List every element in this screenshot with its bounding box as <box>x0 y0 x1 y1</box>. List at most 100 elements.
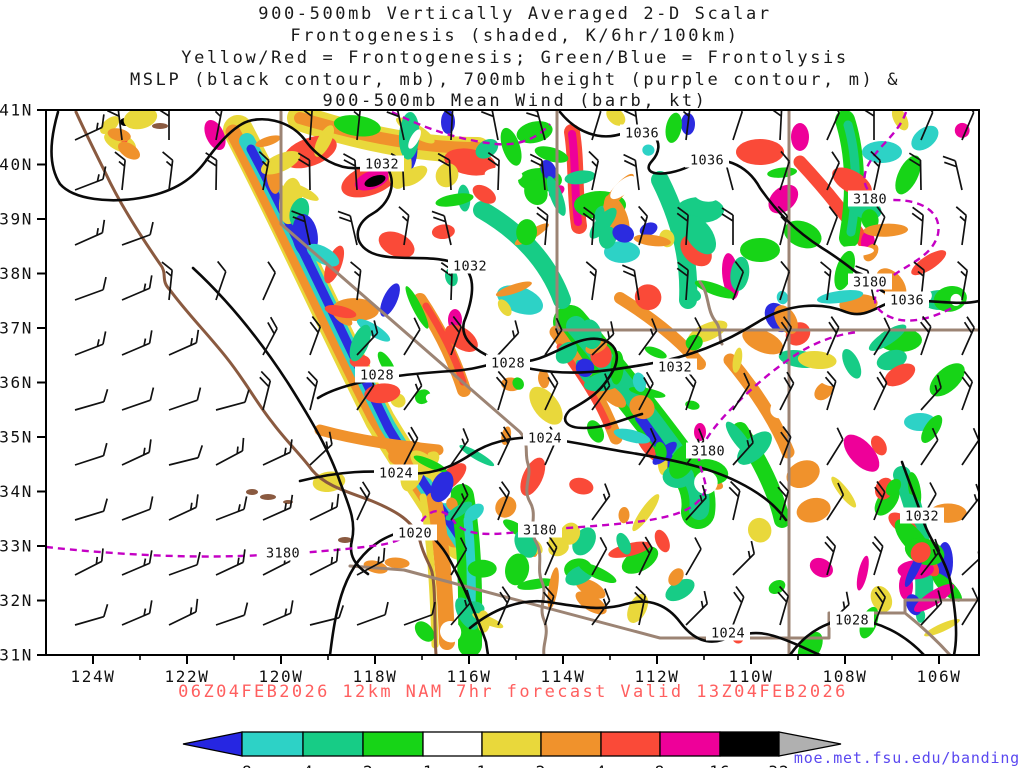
shade-blob <box>540 159 557 180</box>
wind-barb <box>732 372 751 411</box>
mslp-contour <box>50 110 979 374</box>
wind-barb <box>437 152 452 191</box>
lat-label: 32N <box>0 591 33 610</box>
shade-blob <box>435 163 459 188</box>
shade-blob <box>856 555 869 591</box>
shade-blob <box>529 386 563 425</box>
wind-barb <box>74 603 109 626</box>
shade-blob <box>954 122 970 138</box>
mslp-label: 1028 <box>835 613 869 629</box>
wind-barb <box>777 585 790 626</box>
wind-barb <box>262 600 294 626</box>
shade-blob <box>500 127 522 166</box>
shade-blob <box>564 170 596 185</box>
mslp-contour <box>468 599 822 655</box>
wind-barb <box>168 598 199 626</box>
shade-blob <box>560 522 581 545</box>
wind-barb <box>258 150 270 191</box>
mslp-label-box <box>900 507 944 524</box>
mslp-label-box <box>393 524 437 541</box>
shade-blob <box>914 583 955 612</box>
wind-barb <box>121 221 154 246</box>
plot-title-line4: MSLP (black contour, mb), 700mb height (… <box>130 70 900 90</box>
shade-blob <box>656 632 674 648</box>
shade-blob <box>665 112 682 143</box>
shade-blob <box>333 115 381 137</box>
wind-barb <box>777 480 790 521</box>
mslp-label: 1032 <box>658 360 692 376</box>
lon-label: 114W <box>541 667 586 686</box>
shade-blob <box>861 209 879 231</box>
wind-barb <box>106 110 123 141</box>
wind-barb <box>487 151 500 191</box>
shade-blob <box>618 507 630 524</box>
lat-label: 31N <box>0 646 33 665</box>
shade-blob <box>768 184 799 214</box>
mslp-label: 1036 <box>690 153 724 169</box>
colorbar-left-arrow <box>182 731 243 757</box>
lon-label: 122W <box>165 667 210 686</box>
shade-blob <box>668 568 684 586</box>
wind-barb <box>349 110 361 141</box>
shade-blob <box>885 478 902 496</box>
shade-blob <box>613 428 651 444</box>
colorbar-tick-label: -8 <box>231 762 252 768</box>
shade-blob <box>831 476 857 508</box>
shade-blob <box>768 579 786 595</box>
wind-barb <box>920 427 939 466</box>
wind-barb <box>74 388 109 411</box>
wind-barb <box>215 260 227 301</box>
wind-barb <box>873 206 886 246</box>
wind-barb <box>961 427 979 466</box>
colorbar-segment <box>600 731 661 757</box>
island <box>260 494 276 500</box>
wind-barb <box>770 110 783 141</box>
wind-barb <box>732 260 745 301</box>
wind-barb <box>309 605 345 626</box>
shade-blob <box>445 501 473 521</box>
mslp-label: 1020 <box>398 526 432 542</box>
height-label-box <box>686 442 730 459</box>
mslp-label: 1032 <box>453 259 487 275</box>
wind-barb <box>121 330 153 356</box>
plot-title-line3: Yellow/Red = Frontogenesis; Green/Blue =… <box>181 48 848 68</box>
mslp-label-box <box>448 257 492 274</box>
mslp-label-box <box>360 155 404 172</box>
wind-barb <box>873 481 886 521</box>
wind-barb <box>450 537 468 576</box>
shade-blob <box>589 207 617 239</box>
wind-barb <box>403 601 436 626</box>
website-link[interactable]: moe.met.fsu.edu/banding <box>794 749 1020 767</box>
wind-barb <box>121 496 154 521</box>
shade-blob <box>123 110 158 130</box>
shade-blob <box>629 395 655 420</box>
wind-barb <box>309 315 322 356</box>
mslp-contour <box>900 460 958 655</box>
wind-barb <box>588 150 600 191</box>
shade-blob <box>684 287 702 302</box>
wind-barb <box>168 445 204 466</box>
wind-barb <box>215 437 245 466</box>
wind-barb <box>542 585 555 626</box>
wind-barb <box>450 315 463 356</box>
wind-barb <box>873 586 887 626</box>
mslp-label: 1024 <box>711 626 745 642</box>
shade-blob <box>398 112 420 160</box>
colorbar-tick-label: 2 <box>536 762 547 768</box>
wind-barb <box>591 321 615 356</box>
wind-barb <box>74 166 107 191</box>
wind-barb <box>638 536 653 576</box>
state-border <box>348 564 979 640</box>
height-label-box <box>518 521 562 538</box>
wind-barb <box>74 498 108 521</box>
shade-blob <box>446 497 458 511</box>
shade-blob <box>497 299 512 317</box>
wind-barb <box>121 550 153 576</box>
wind-barb <box>676 261 689 301</box>
wind-barb <box>679 110 691 141</box>
wind-barb <box>74 114 105 141</box>
wind-barb <box>168 387 202 411</box>
height-label-box <box>848 273 892 290</box>
shade-blob <box>459 445 495 467</box>
